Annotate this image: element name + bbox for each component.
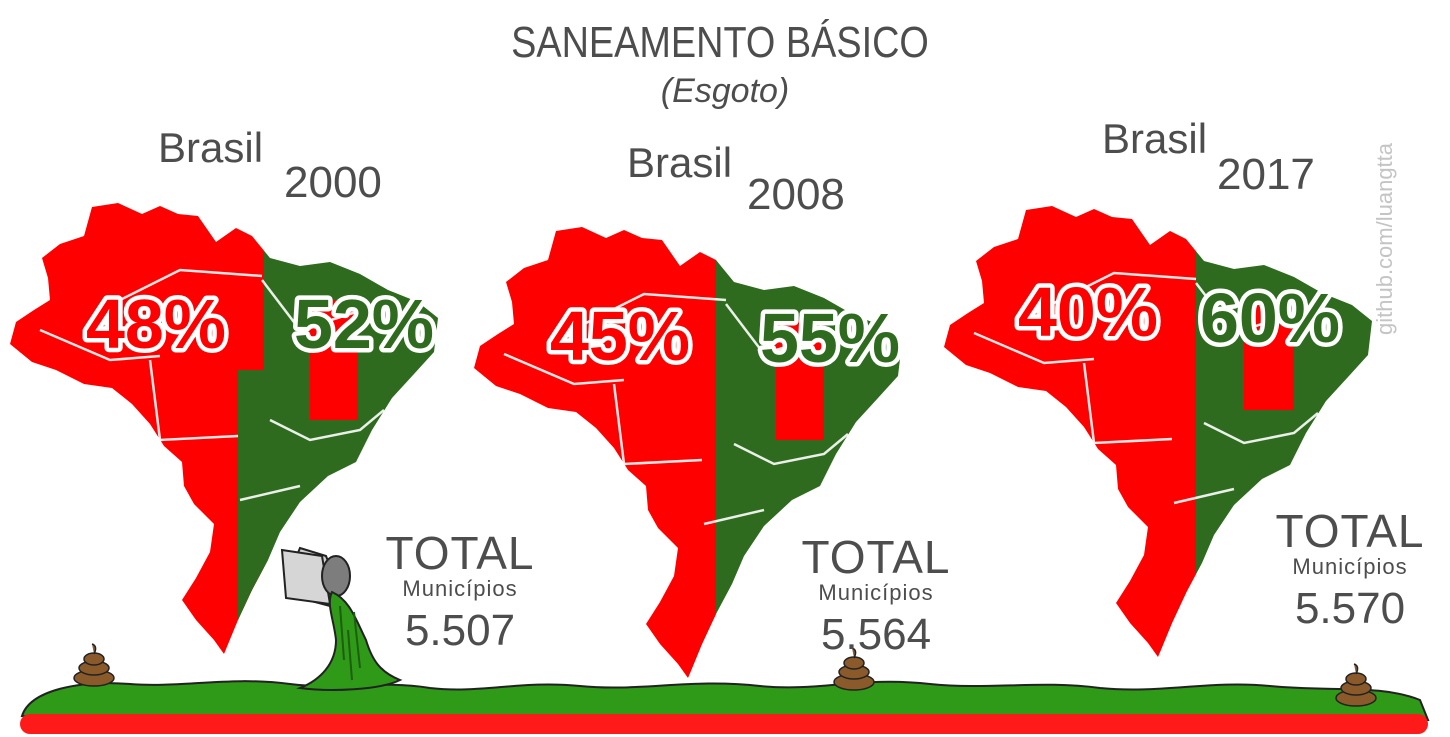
total-block-2017: TOTAL Municípios 5.570 xyxy=(1266,504,1434,634)
total-label: TOTAL xyxy=(801,531,951,583)
sewage-pipe-icon xyxy=(280,546,403,691)
municipios-label: Municípios xyxy=(1292,554,1408,579)
poop-icon xyxy=(833,647,875,691)
total-label: TOTAL xyxy=(1275,505,1425,557)
country-label-2017: Brasil xyxy=(1102,115,1208,162)
year-label-2017: 2017 xyxy=(1217,150,1315,199)
country-label-2000: Brasil xyxy=(158,124,264,171)
country-label-2008: Brasil xyxy=(627,139,733,186)
credit-text: github.com/luangtta xyxy=(1372,142,1397,335)
pct-with-2000: 52% xyxy=(294,285,434,363)
municipios-label: Municípios xyxy=(818,580,934,605)
pct-without-2017: 40% xyxy=(1018,273,1158,351)
pct-with-2008: 55% xyxy=(760,299,900,377)
poop-icon xyxy=(1335,663,1377,707)
total-block-2000: TOTAL Municípios 5.507 xyxy=(376,526,544,656)
page-subtitle: (Esgoto) xyxy=(660,72,790,110)
page-title: SANEAMENTO BÁSICO xyxy=(511,18,929,67)
total-value: 5.564 xyxy=(820,610,932,659)
total-label: TOTAL xyxy=(385,527,535,579)
year-label-2008: 2008 xyxy=(747,170,845,219)
base-bar xyxy=(20,714,1428,734)
municipios-label: Municípios xyxy=(402,576,518,601)
total-block-2008: TOTAL Municípios 5.564 xyxy=(792,530,960,660)
pct-without-2000: 48% xyxy=(86,285,226,363)
pct-without-2008: 45% xyxy=(550,297,690,375)
ground xyxy=(20,680,1430,722)
year-label-2000: 2000 xyxy=(284,158,382,207)
poop-icon xyxy=(73,643,115,687)
pct-with-2017: 60% xyxy=(1200,279,1340,357)
total-value: 5.507 xyxy=(404,606,516,655)
total-value: 5.570 xyxy=(1294,584,1406,633)
